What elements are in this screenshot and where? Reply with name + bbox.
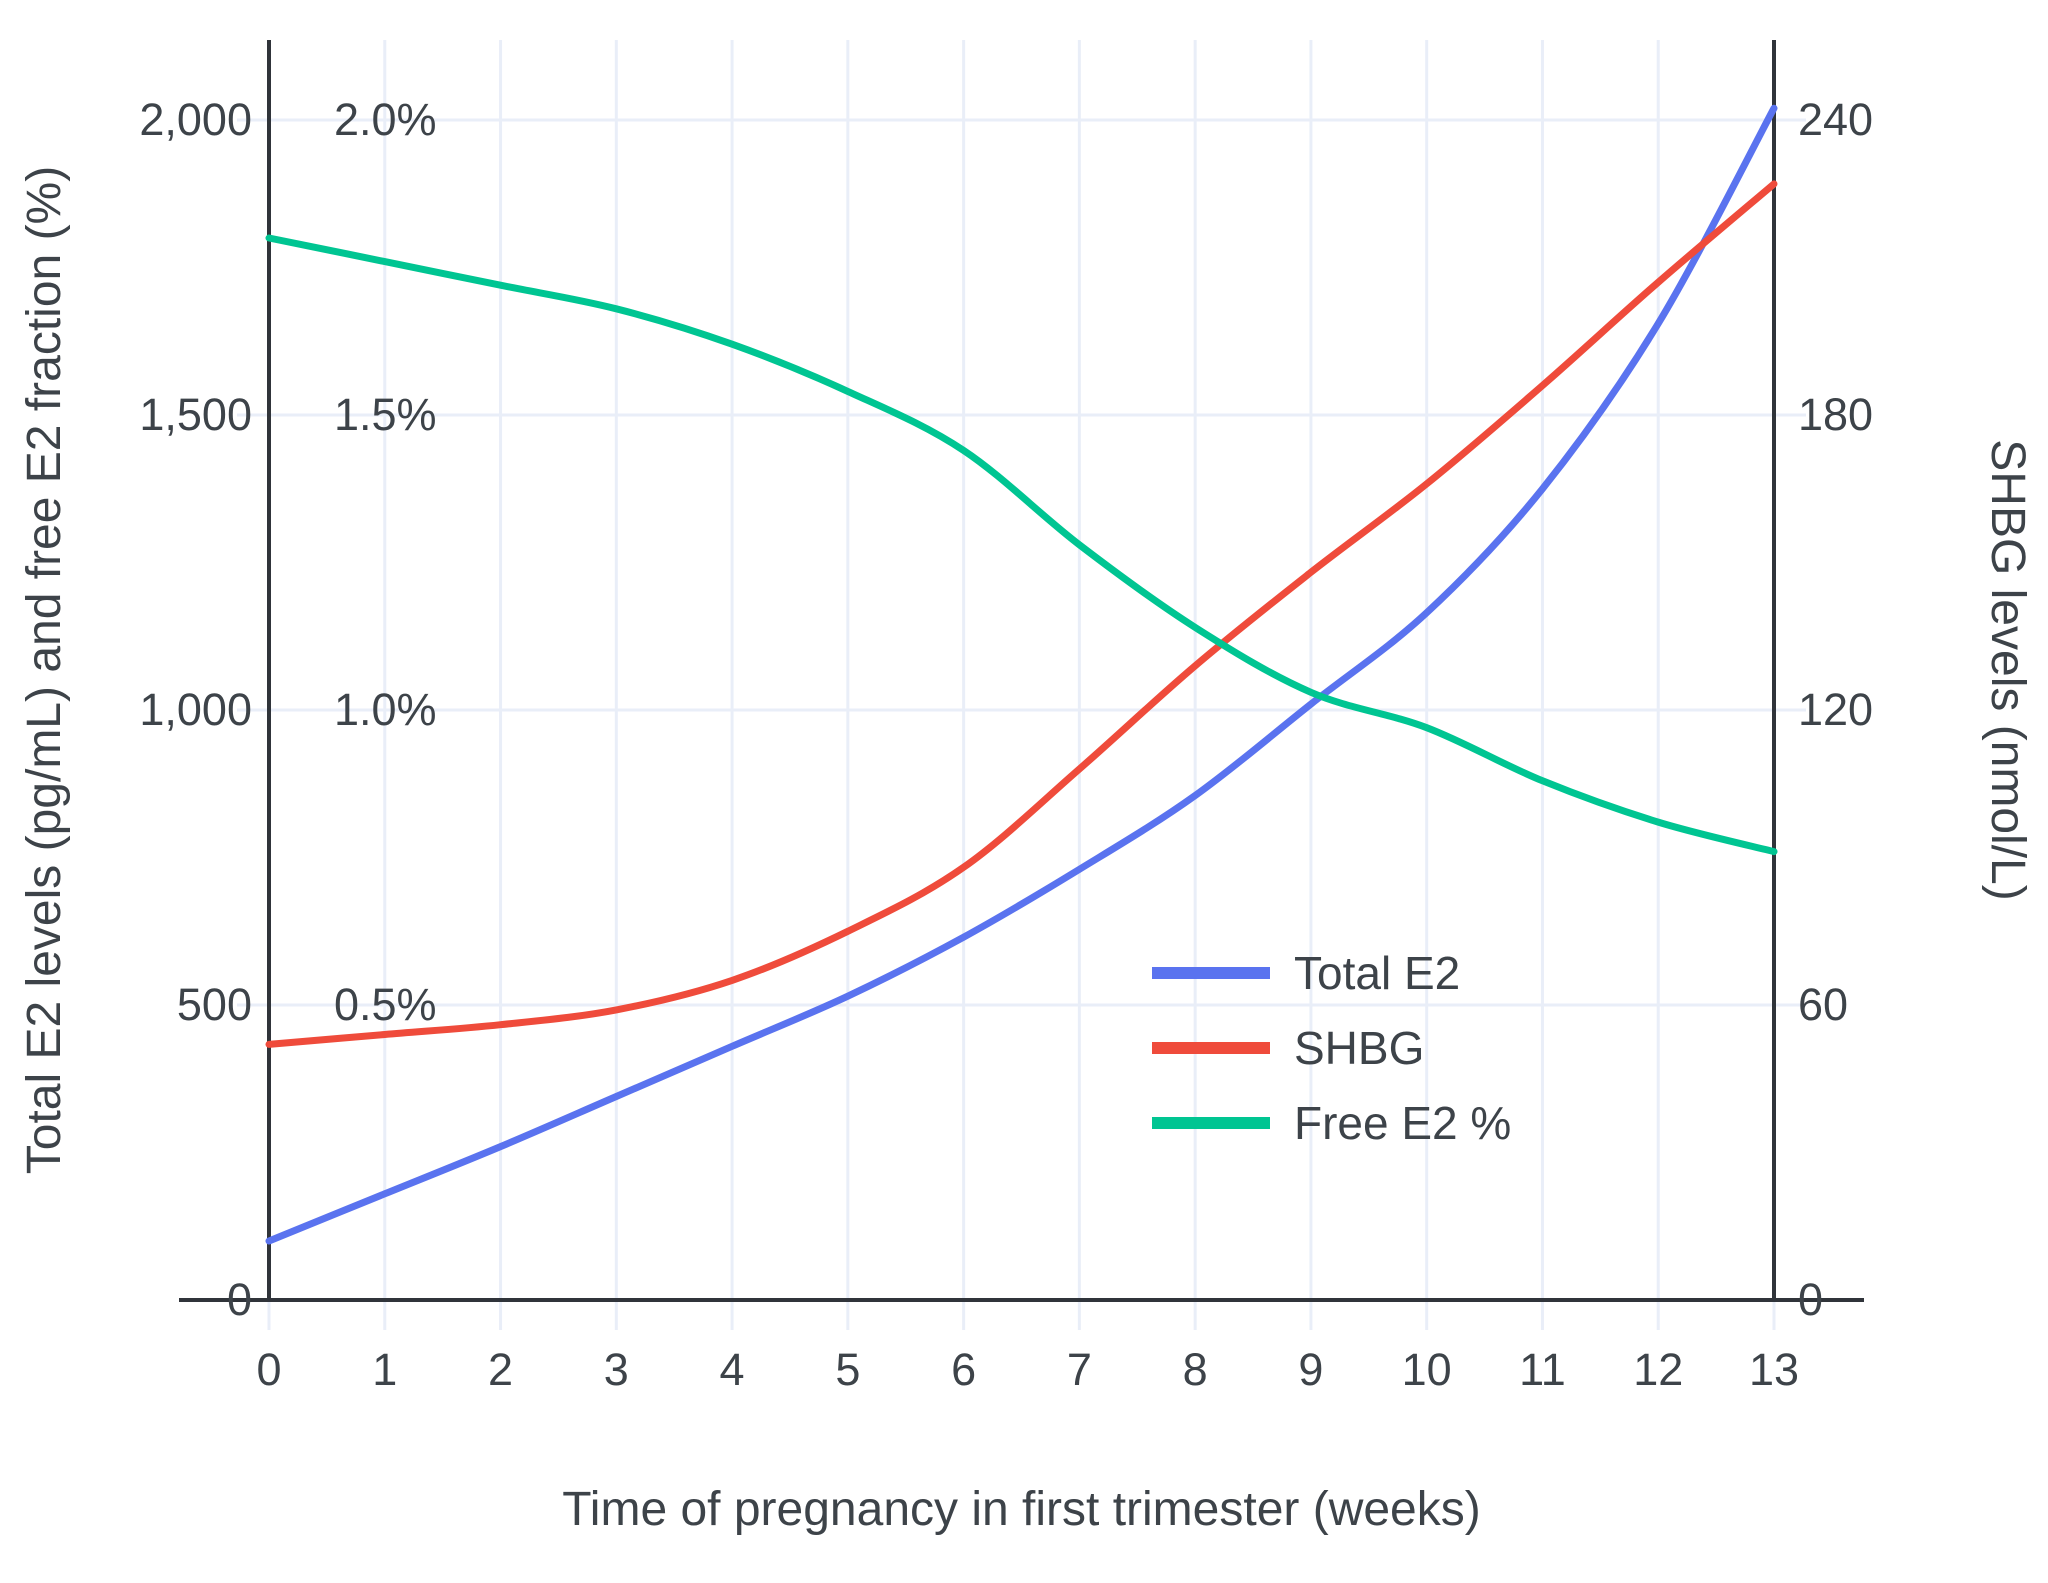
x-axis-tick-label: 7 [1067, 1344, 1092, 1395]
left-axis-tick-label: 1,500 [139, 389, 252, 440]
left-axis-tick-label: 1,000 [139, 684, 252, 735]
legend-label-free-e2-: Free E2 % [1294, 1097, 1511, 1149]
right-axis-tick-label: 240 [1798, 94, 1873, 145]
free-e2-pct-axis-label: 1.0% [334, 684, 437, 735]
free-e2-pct-axis-label: 2.0% [334, 94, 437, 145]
x-axis-tick-label: 5 [835, 1344, 860, 1395]
x-axis-tick-label: 0 [256, 1344, 281, 1395]
right-axis-title: SHBG levels (nmol/L) [1981, 439, 2034, 900]
legend-label-shbg: SHBG [1294, 1022, 1424, 1074]
right-axis-tick-label: 120 [1798, 684, 1873, 735]
x-axis-tick-label: 11 [1519, 1344, 1566, 1395]
legend-label-total-e2: Total E2 [1294, 947, 1460, 999]
left-axis-tick-label: 0 [227, 1274, 252, 1325]
left-axis-title: Total E2 levels (pg/mL) and free E2 frac… [18, 166, 71, 1174]
x-axis-tick-label: 2 [488, 1344, 513, 1395]
series-line-shbg [265, 180, 1778, 1048]
x-axis-tick-label: 8 [1183, 1344, 1208, 1395]
right-axis-tick-label: 0 [1798, 1274, 1823, 1325]
x-axis-tick-label: 13 [1749, 1344, 1799, 1395]
x-axis-tick-label: 6 [951, 1344, 976, 1395]
free-e2-pct-axis-label: 0.5% [334, 979, 437, 1030]
right-axis-tick-label: 60 [1798, 979, 1848, 1030]
free-e2-pct-axis-label: 1.5% [334, 389, 437, 440]
left-axis-tick-label: 500 [177, 979, 252, 1030]
x-axis-tick-label: 9 [1298, 1344, 1323, 1395]
left-axis-tick-label: 2,000 [139, 94, 252, 145]
x-axis-tick-label: 12 [1633, 1344, 1683, 1395]
series-line-free-e2- [265, 234, 1778, 856]
series-line-total-e2 [265, 104, 1778, 1245]
x-axis-title: Time of pregnancy in first trimester (we… [562, 1483, 1480, 1536]
x-axis-tick-label: 10 [1402, 1344, 1452, 1395]
x-axis-tick-label: 4 [720, 1344, 745, 1395]
x-axis-tick-label: 1 [372, 1344, 397, 1395]
x-axis-tick-label: 3 [604, 1344, 629, 1395]
right-axis-tick-label: 180 [1798, 389, 1873, 440]
